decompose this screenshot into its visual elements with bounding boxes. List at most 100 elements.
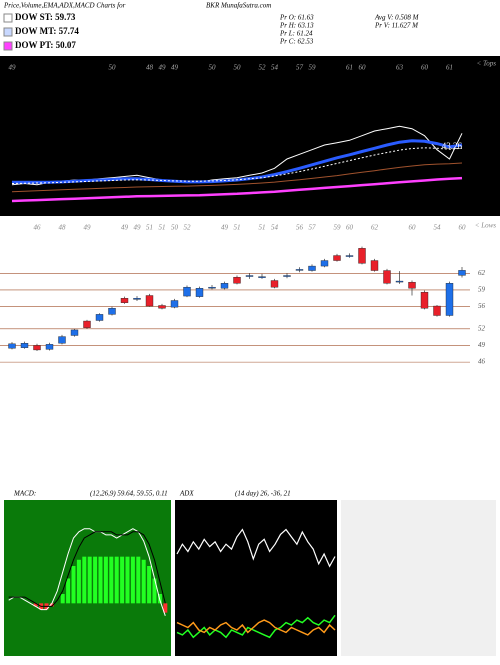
- macd-bar: [152, 578, 157, 604]
- top-label: 49: [159, 64, 167, 72]
- low-label: 49: [134, 224, 142, 232]
- macd-bar: [130, 556, 135, 604]
- candle-body: [395, 280, 404, 283]
- candle-body: [433, 305, 441, 316]
- low-label: 51: [159, 224, 166, 232]
- top-label: 60: [421, 64, 429, 72]
- stat: Pr C: 62.53: [279, 38, 314, 46]
- candle-body: [270, 280, 279, 288]
- ema-line: [11, 162, 463, 193]
- candle-body: [333, 255, 341, 261]
- candle-body: [8, 343, 16, 349]
- macd-bar: [71, 566, 76, 604]
- candle-body: [308, 265, 316, 271]
- candle-body: [208, 286, 216, 289]
- macd-bar: [109, 556, 114, 604]
- top-label: 63: [396, 64, 404, 72]
- candle-body: [70, 329, 79, 336]
- top-label: 48: [146, 64, 154, 72]
- macd-panel-bg: [4, 500, 171, 656]
- lows-label: < Lows: [475, 222, 497, 230]
- legend-label: DOW ST: 59.73: [15, 12, 76, 22]
- ema-line: [11, 176, 463, 203]
- top-label: 61: [346, 64, 353, 72]
- macd-bar: [93, 556, 98, 604]
- candle-body: [133, 298, 141, 300]
- macd-bar: [125, 556, 130, 604]
- candle-body: [33, 345, 41, 351]
- top-label: 50: [234, 64, 242, 72]
- candle-body: [95, 314, 104, 321]
- candle-body: [408, 281, 416, 289]
- macd-bar: [103, 556, 108, 604]
- candle-body: [358, 248, 366, 264]
- macd-bar: [33, 603, 38, 607]
- candle-body: [445, 283, 454, 316]
- macd-bar: [147, 566, 152, 604]
- candle-body: [145, 295, 154, 307]
- adx-line: [176, 614, 336, 639]
- symbol: BKR MunafaSutra.com: [206, 2, 271, 10]
- low-label: 59: [334, 224, 342, 232]
- candle-body: [458, 270, 466, 276]
- low-label: 52: [184, 224, 192, 232]
- low-label: 49: [84, 224, 92, 232]
- macd-bar: [120, 556, 125, 604]
- adx-params: (14 day) 26, -36, 21: [235, 490, 291, 498]
- empty-panel: [341, 500, 496, 656]
- y-tick-label: 59: [478, 286, 486, 294]
- stat: Avg V: 0.508 M: [374, 14, 420, 22]
- stat: Pr L: 61.24: [279, 30, 313, 38]
- low-label: 50: [171, 224, 179, 232]
- candle-body: [320, 260, 329, 267]
- low-label: 54: [271, 224, 279, 232]
- macd-title: MACD:: [13, 490, 36, 498]
- low-label: 49: [221, 224, 229, 232]
- macd-line: [8, 528, 166, 616]
- top-label: 49: [171, 64, 179, 72]
- low-label: 51: [146, 224, 153, 232]
- ema-value-label: 43.26: [442, 141, 463, 151]
- y-tick-label: 52: [478, 324, 486, 332]
- title: Price,Volume,EMA,ADX,MACD Charts for: [3, 2, 126, 10]
- candle-body: [120, 298, 129, 303]
- low-label: 57: [309, 224, 317, 232]
- stat: Pr O: 61.63: [279, 14, 314, 22]
- top-label: 50: [209, 64, 217, 72]
- legend-swatch: [3, 27, 13, 37]
- macd-bar: [141, 559, 146, 604]
- top-label: 52: [259, 64, 267, 72]
- candle-body: [258, 276, 266, 278]
- candle-body: [245, 275, 254, 277]
- adx-title: ADX: [179, 490, 194, 498]
- low-label: 46: [34, 224, 42, 232]
- macd-bar: [87, 556, 92, 604]
- legend-label: DOW PT: 50.07: [15, 40, 76, 50]
- legend-label: DOW MT: 57.74: [15, 26, 79, 36]
- low-label: 48: [59, 224, 67, 232]
- top-label: 57: [296, 64, 304, 72]
- y-tick-label: 46: [478, 358, 486, 366]
- macd-bar: [66, 578, 71, 604]
- candle-body: [158, 305, 166, 309]
- macd-bar: [136, 556, 141, 604]
- candle-body: [283, 275, 291, 277]
- macd-bar: [76, 559, 81, 604]
- macd-bar: [114, 556, 119, 604]
- macd-bar: [82, 556, 87, 604]
- candle-body: [108, 308, 116, 315]
- candle-body: [195, 288, 204, 297]
- low-label: 49: [121, 224, 129, 232]
- top-label: 50: [109, 64, 117, 72]
- low-label: 54: [434, 224, 442, 232]
- adx-line: [176, 528, 336, 568]
- candle-body: [420, 291, 429, 309]
- top-label: 54: [271, 64, 279, 72]
- adx-line: [176, 619, 336, 636]
- top-label: 60: [359, 64, 367, 72]
- y-tick-label: 49: [478, 341, 486, 349]
- candle-body: [220, 283, 229, 289]
- low-label: 56: [296, 224, 304, 232]
- candle-body: [345, 255, 354, 257]
